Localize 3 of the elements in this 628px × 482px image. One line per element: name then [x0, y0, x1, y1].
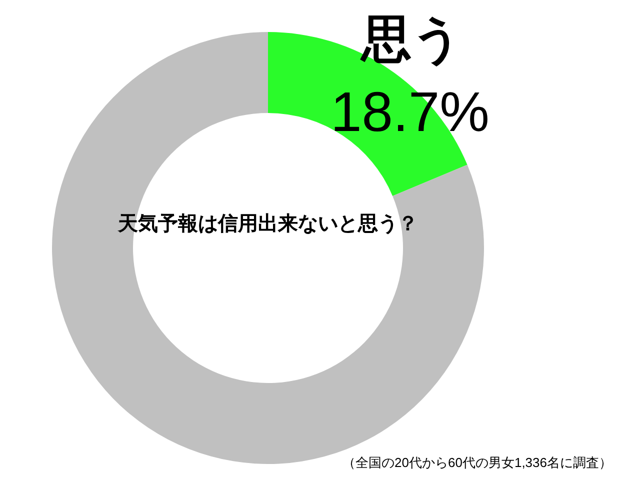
slice-label: 思う	[360, 11, 462, 67]
text: 天気予報は信用出来ないと思う？	[117, 213, 418, 235]
text: （全国の20代から60代の男女1,336名に調査）	[342, 455, 612, 470]
